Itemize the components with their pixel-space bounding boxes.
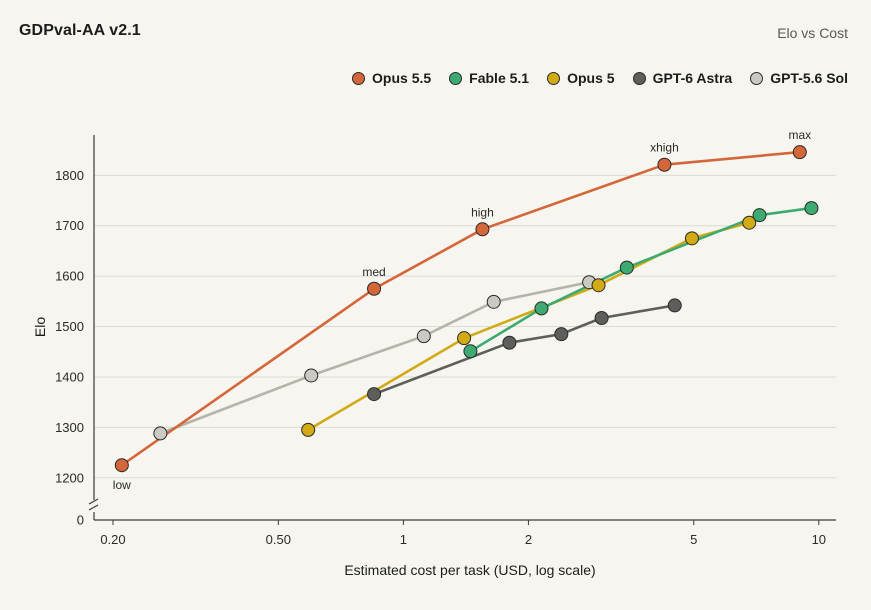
x-tick-label: 5 <box>690 532 697 547</box>
chart-title: GDPval-AA v2.1 <box>19 22 141 39</box>
data-point-gpt-6-astra <box>667 298 682 313</box>
data-point-fable-5-1 <box>463 344 478 359</box>
data-point-gpt-5-6-sol <box>416 329 431 344</box>
data-point-fable-5-1 <box>619 260 634 275</box>
data-point-opus-5 <box>742 215 757 230</box>
legend-label-fable-5-1: Fable 5.1 <box>469 70 530 86</box>
x-tick-label: 1 <box>400 532 407 547</box>
data-point-fable-5-1 <box>534 301 549 316</box>
legend-item-opus-5: Opus 5 <box>547 70 615 86</box>
point-annotation-high: high <box>471 205 494 219</box>
y-tick-label: 1500 <box>55 319 84 334</box>
data-point-gpt-6-astra <box>367 387 382 402</box>
legend-label-gpt-5-6-sol: GPT-5.6 Sol <box>770 70 848 86</box>
y-tick-label: 1700 <box>55 218 84 233</box>
data-point-fable-5-1 <box>804 201 819 216</box>
data-point-opus-5-5 <box>792 145 807 160</box>
series-line-fable-5-1 <box>469 206 813 353</box>
y-tick-label-zero: 0 <box>77 513 84 528</box>
data-point-gpt-6-astra <box>502 335 517 350</box>
data-point-fable-5-1 <box>752 208 767 223</box>
legend-marker-fable-5-1 <box>449 71 463 85</box>
legend-marker-gpt-6-astra <box>632 71 646 85</box>
legend-label-opus-5: Opus 5 <box>567 70 615 86</box>
legend-item-opus-5-5: Opus 5.5 <box>352 70 431 86</box>
data-point-gpt-6-astra <box>554 327 569 342</box>
data-point-opus-5-5 <box>475 222 490 237</box>
legend-marker-gpt-5-6-sol <box>750 71 764 85</box>
data-point-opus-5-5 <box>114 458 129 473</box>
data-point-gpt-5-6-sol <box>486 294 501 309</box>
y-axis-break-strokes <box>88 498 99 511</box>
y-tick-label: 1800 <box>55 168 84 183</box>
x-tick-label: 2 <box>525 532 532 547</box>
data-point-opus-5 <box>301 422 316 437</box>
data-point-opus-5-5 <box>657 157 672 172</box>
data-point-gpt-5-6-sol <box>153 426 168 441</box>
data-point-gpt-5-6-sol <box>304 368 319 383</box>
data-point-gpt-6-astra <box>594 310 609 325</box>
x-axis-title: Estimated cost per task (USD, log scale) <box>344 562 595 578</box>
point-annotation-xhigh: xhigh <box>650 141 679 155</box>
y-tick-label: 1300 <box>55 420 84 435</box>
x-tick-label: 0.50 <box>266 532 291 547</box>
y-axis-title: Elo <box>32 317 48 337</box>
data-point-opus-5 <box>684 231 699 246</box>
legend-label-gpt-6-astra: GPT-6 Astra <box>652 70 733 86</box>
x-tick-label: 0.20 <box>100 532 125 547</box>
x-tick-label: 10 <box>812 532 826 547</box>
legend: Opus 5.5 Fable 5.1 Opus 5 GPT-6 Astra GP… <box>352 70 848 86</box>
y-tick-label: 1400 <box>55 369 84 384</box>
legend-marker-opus-5-5 <box>352 71 366 85</box>
y-tick-label: 1600 <box>55 269 84 284</box>
legend-item-fable-5-1: Fable 5.1 <box>449 70 529 86</box>
y-axis-break-marker <box>88 498 100 512</box>
point-annotation-low: low <box>113 478 131 492</box>
legend-item-gpt-5-6-sol: GPT-5.6 Sol <box>750 70 848 86</box>
series-line-gpt-5-6-sol <box>159 280 591 435</box>
data-point-opus-5 <box>457 331 472 346</box>
point-annotation-med: med <box>362 265 385 279</box>
y-tick-label: 1200 <box>55 470 84 485</box>
series-line-opus-5-5 <box>120 150 802 467</box>
legend-marker-opus-5 <box>547 71 561 85</box>
legend-item-gpt-6-astra: GPT-6 Astra <box>632 70 733 86</box>
chart-subtitle: Elo vs Cost <box>777 25 848 41</box>
point-annotation-max: max <box>788 128 811 142</box>
legend-label-opus-5-5: Opus 5.5 <box>372 70 432 86</box>
data-point-opus-5 <box>591 278 606 293</box>
data-point-opus-5-5 <box>367 281 382 296</box>
